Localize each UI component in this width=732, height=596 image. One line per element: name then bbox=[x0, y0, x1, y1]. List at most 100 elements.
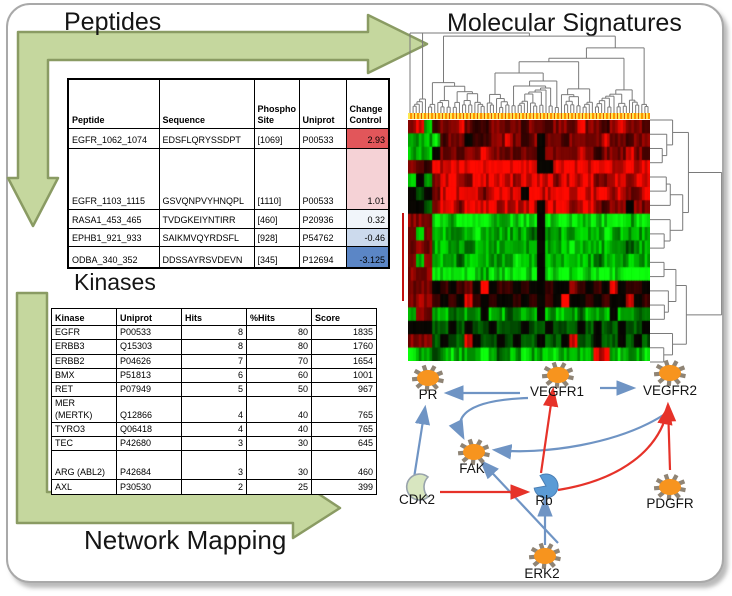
table-cell: 1001 bbox=[311, 367, 377, 384]
column-header: %Hits bbox=[246, 308, 312, 326]
table-cell: 4 bbox=[181, 396, 247, 423]
table-cell: 765 bbox=[311, 396, 377, 423]
change-control-cell: -3.125 bbox=[345, 245, 390, 269]
peptides-table: Peptide Sequence Phospho Site Uniprot Change… bbox=[67, 78, 390, 269]
table-cell: [1110] bbox=[253, 147, 300, 210]
table-cell: GSVQNPVYHNQPL bbox=[158, 147, 255, 210]
network-diagram: PR VEGFR1 VEGFR2 FAK CDK2 Rb PDGFR ERK2 bbox=[399, 359, 697, 581]
table-cell: 80 bbox=[246, 324, 312, 341]
table-cell: TEC bbox=[51, 435, 117, 452]
table-cell: 765 bbox=[311, 421, 377, 438]
node-label-cdk2: CDK2 bbox=[399, 492, 435, 507]
table-cell: TVDGKEIYNTIRR bbox=[158, 208, 255, 229]
edge-vegfr2-to-fak bbox=[491, 411, 669, 460]
column-header: Uniprot bbox=[298, 78, 347, 129]
kinases-title: Kinases bbox=[74, 269, 156, 295]
edge-rb-to-vegfr1 bbox=[539, 386, 559, 474]
table-cell: BMX bbox=[51, 367, 117, 384]
table-cell: 3 bbox=[181, 435, 247, 452]
column-header: Change Control bbox=[345, 78, 390, 129]
table-cell: 3 bbox=[181, 450, 247, 481]
table-cell: ARG (ABL2) bbox=[51, 450, 117, 481]
peptide-row: RASA1_453_465 TVDGKEIYNTIRR [460] P20936 0.3… bbox=[67, 208, 390, 229]
node-label-rb: Rb bbox=[535, 493, 552, 508]
node-label-pdgfr: PDGFR bbox=[646, 496, 694, 511]
peptides-header-row: Peptide Sequence Phospho Site Uniprot Change… bbox=[67, 78, 390, 129]
edge-erk2-to-fak bbox=[479, 459, 559, 544]
kinases-table: Kinase Uniprot Hits %Hits Score EGFR P00533 8 8… bbox=[51, 308, 377, 496]
node-fak-sunburst-icon bbox=[457, 438, 490, 466]
table-cell: [928] bbox=[253, 227, 300, 247]
table-cell: 80 bbox=[246, 339, 312, 355]
expression-heatmap bbox=[408, 120, 650, 361]
table-cell: P51813 bbox=[116, 367, 182, 384]
node-pr-sunburst-icon bbox=[411, 364, 444, 392]
node-cdk2-crescent-icon bbox=[405, 473, 430, 501]
table-cell: 30 bbox=[246, 435, 312, 452]
kinase-row: ARG (ABL2) P42684 3 30 460 bbox=[51, 450, 377, 481]
table-cell: 460 bbox=[311, 450, 377, 481]
table-cell: SAIKMVQYRDSFL bbox=[158, 227, 255, 247]
table-cell: 40 bbox=[246, 396, 312, 423]
table-cell: MER (MERTK) bbox=[51, 396, 117, 423]
node-label-vegfr2: VEGFR2 bbox=[643, 383, 697, 398]
table-cell: Q12866 bbox=[116, 396, 182, 423]
sample-label-strip bbox=[408, 113, 650, 119]
edge-vegfr1-to-fak bbox=[448, 396, 529, 440]
column-header: Phospho Site bbox=[253, 78, 300, 129]
peptide-row: EGFR_1062_1074 EDSFLQRYSSDPT [1069] P00533 2… bbox=[67, 127, 390, 149]
node-label-erk2: ERK2 bbox=[524, 566, 559, 581]
table-cell: 645 bbox=[311, 435, 377, 452]
table-cell: ODBA_340_352 bbox=[67, 245, 160, 269]
table-cell: P42680 bbox=[116, 435, 182, 452]
table-cell: EGFR bbox=[51, 324, 117, 341]
table-cell: [1069] bbox=[253, 127, 300, 149]
table-cell: 1835 bbox=[311, 324, 377, 341]
table-cell: 25 bbox=[246, 479, 312, 496]
change-control-cell: 0.32 bbox=[345, 208, 390, 229]
kinase-row: ERBB3 Q15303 8 80 1760 bbox=[51, 339, 377, 355]
table-cell: EPHB1_921_933 bbox=[67, 227, 160, 247]
column-header: Uniprot bbox=[116, 308, 182, 326]
column-header: Peptide bbox=[67, 78, 160, 129]
table-cell: 1654 bbox=[311, 353, 377, 369]
node-label-fak: FAK bbox=[459, 461, 485, 476]
table-cell: P30530 bbox=[116, 479, 182, 496]
column-header: Hits bbox=[181, 308, 247, 326]
table-cell: P07949 bbox=[116, 381, 182, 398]
table-cell: 6 bbox=[181, 367, 247, 384]
table-cell: Q15303 bbox=[116, 339, 182, 355]
table-cell: P00533 bbox=[116, 324, 182, 341]
column-header: Sequence bbox=[158, 78, 255, 129]
table-cell: 30 bbox=[246, 450, 312, 481]
arrow-peptides-to-signatures bbox=[6, 13, 429, 228]
row-dendrogram bbox=[650, 119, 723, 363]
kinase-row: TEC P42680 3 30 645 bbox=[51, 435, 377, 452]
kinase-row: RET P07949 5 50 967 bbox=[51, 381, 377, 398]
table-cell: TYRO3 bbox=[51, 421, 117, 438]
table-cell: EGFR_1062_1074 bbox=[67, 127, 160, 149]
network-mapping-title: Network Mapping bbox=[84, 525, 287, 555]
table-cell: 50 bbox=[246, 381, 312, 398]
node-vegfr1-sunburst-icon bbox=[541, 361, 574, 389]
column-header: Score bbox=[311, 308, 377, 326]
table-cell: 2 bbox=[181, 479, 247, 496]
change-control-cell: 2.93 bbox=[345, 127, 390, 149]
table-cell: EGFR_1103_1115 bbox=[67, 147, 160, 210]
edge-pdgfr-to-vegfr2 bbox=[660, 401, 677, 471]
table-cell: 967 bbox=[311, 381, 377, 398]
table-cell: AXL bbox=[51, 479, 117, 496]
table-cell: P20936 bbox=[298, 208, 347, 229]
table-cell: ERBB3 bbox=[51, 339, 117, 355]
molecular-signatures-title: Molecular Signatures bbox=[447, 9, 682, 37]
peptide-row: EGFR_1103_1115 GSVQNPVYHNQPL [1110] P00533 1… bbox=[67, 147, 390, 210]
row-annotation-mark bbox=[402, 213, 404, 301]
peptide-row: EPHB1_921_933 SAIKMVQYRDSFL [928] P54762 -0.… bbox=[67, 227, 390, 247]
node-label-vegfr1: VEGFR1 bbox=[530, 384, 584, 399]
table-cell: Q06418 bbox=[116, 421, 182, 438]
table-cell: P42684 bbox=[116, 450, 182, 481]
table-cell: 70 bbox=[246, 353, 312, 369]
node-erk2-sunburst-icon bbox=[528, 542, 561, 570]
table-cell: 60 bbox=[246, 367, 312, 384]
